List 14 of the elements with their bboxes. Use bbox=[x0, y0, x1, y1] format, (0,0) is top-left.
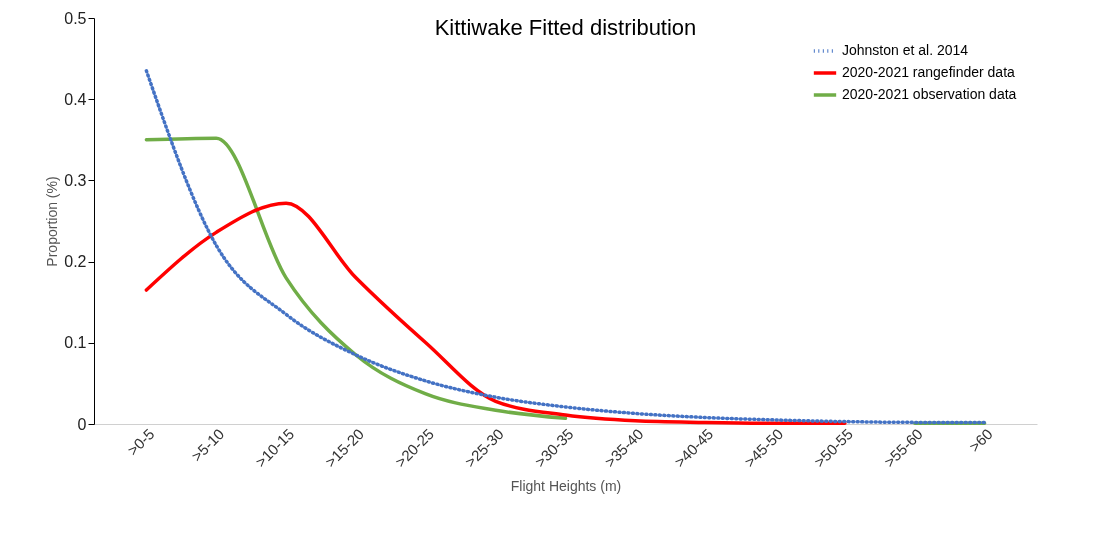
line-series bbox=[144, 201, 847, 425]
y-tick-label: 0.1 bbox=[64, 334, 87, 352]
y-tick-label: 0 bbox=[77, 415, 87, 433]
chart-title: Kittiwake Fitted distribution bbox=[434, 15, 697, 40]
y-tick-label: 0.5 bbox=[64, 9, 87, 27]
x-axis-title: Flight Heights (m) bbox=[510, 478, 622, 495]
x-tick-label: >60 bbox=[965, 425, 996, 456]
y-tick-label: 0.4 bbox=[64, 90, 87, 108]
legend-label: 2020-2021 observation data bbox=[842, 86, 1017, 102]
legend-label: 2020-2021 rangefinder data bbox=[842, 64, 1016, 80]
y-axis-title: Proportion (%) bbox=[44, 176, 61, 267]
y-tick-label: 0.2 bbox=[64, 253, 87, 271]
y-tick-label: 0.3 bbox=[64, 171, 87, 189]
legend-label: Johnston et al. 2014 bbox=[842, 42, 969, 58]
